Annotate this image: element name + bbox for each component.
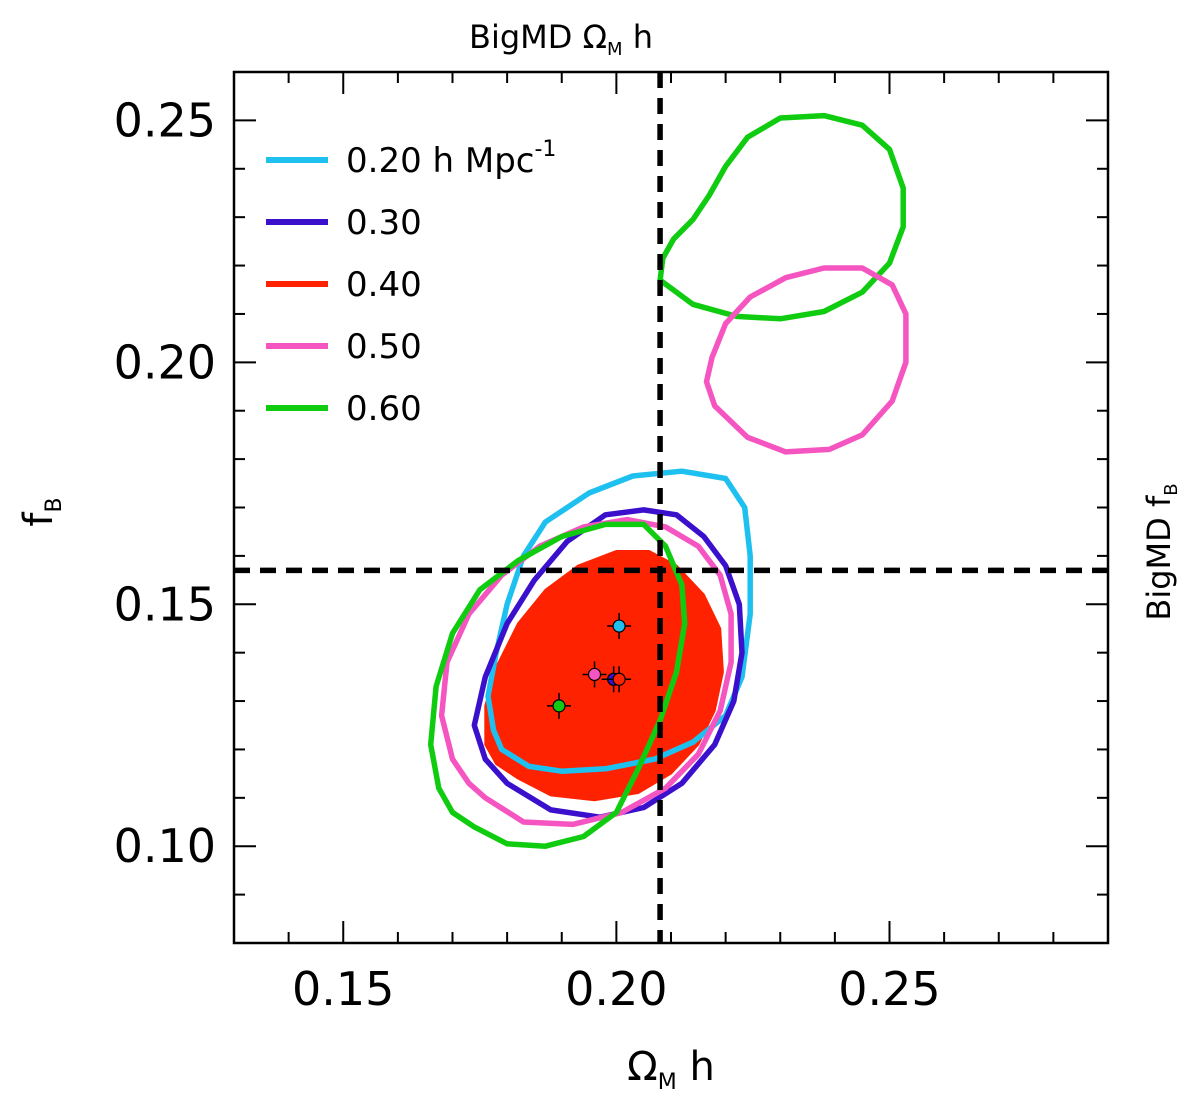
x-tick-label: 0.20: [565, 962, 667, 1016]
y-axis-title: fB: [16, 497, 67, 526]
contours-layer: [427, 112, 909, 849]
best-fit-point-0-50: [587, 667, 602, 682]
right-axis-title-subscript: B: [1161, 483, 1182, 495]
y-axis-title-symbol: f: [16, 512, 62, 527]
contour-0-30: [471, 507, 745, 820]
legend-item-0-60-text: 0.60: [346, 389, 422, 429]
contour-0-60-upper: [657, 112, 906, 322]
right-axis-title-symbol: f: [1140, 495, 1178, 507]
right-axis-title: BigMD fB: [1140, 483, 1182, 620]
contour-0-50-second-region: [703, 265, 909, 455]
legend-item-0-20-h-mpc-text: 0.20 h Mpc: [346, 141, 534, 181]
x-tick-label: 0.25: [838, 962, 940, 1016]
best-fit-point-0-20-h-mpc: [612, 619, 626, 633]
contour-0-50: [438, 516, 734, 828]
top-axis-title-symbol: Ω: [583, 18, 607, 56]
best-fit-point-0-60: [552, 699, 566, 713]
legend: 0.20 h Mpc-1 0.30 0.40 0.50 0.60: [266, 137, 556, 429]
best-fit-point-0-40: [612, 672, 626, 686]
top-axis-title-subscript: M: [607, 39, 623, 60]
top-axis-title: BigMD ΩM h: [469, 18, 653, 60]
x-axis-title-subscript: M: [658, 1070, 677, 1095]
y-tick-label: 0.25: [114, 93, 216, 147]
y-tick-label: 0.20: [114, 335, 216, 389]
legend-item-0-20-h-mpc-label: 0.20 h Mpc-1: [346, 137, 556, 181]
legend-item-0-30-text: 0.30: [346, 203, 422, 243]
best-fit-points-layer: [547, 613, 632, 719]
legend-item-0-50-text: 0.50: [346, 327, 422, 367]
contour-0-20-h-mpc: [485, 468, 753, 774]
legend-item-0-50-label: 0.50: [346, 327, 422, 367]
x-tick-label: 0.15: [292, 962, 394, 1016]
legend-item-0-60-label: 0.60: [346, 389, 422, 429]
x-axis-title-symbol: Ω: [627, 1044, 658, 1090]
legend-item-0-40-label: 0.40: [346, 265, 422, 305]
x-axis-title: ΩM h: [627, 1044, 715, 1095]
top-axis-title-prefix: BigMD: [469, 18, 583, 56]
legend-item-0-20-h-mpc-superscript: -1: [534, 137, 556, 162]
reference-lines-layer: [234, 72, 1108, 943]
y-tick-label: 0.15: [114, 577, 216, 631]
top-axis-title-suffix: h: [623, 18, 653, 56]
legend-item-0-40-text: 0.40: [346, 265, 422, 305]
legend-item-0-30-label: 0.30: [346, 203, 422, 243]
right-axis-title-prefix: BigMD: [1140, 507, 1178, 621]
contour-0-60: [427, 521, 688, 849]
y-axis-title-subscript: B: [42, 497, 67, 512]
y-tick-label: 0.10: [114, 819, 216, 873]
x-axis-title-suffix: h: [677, 1044, 715, 1090]
